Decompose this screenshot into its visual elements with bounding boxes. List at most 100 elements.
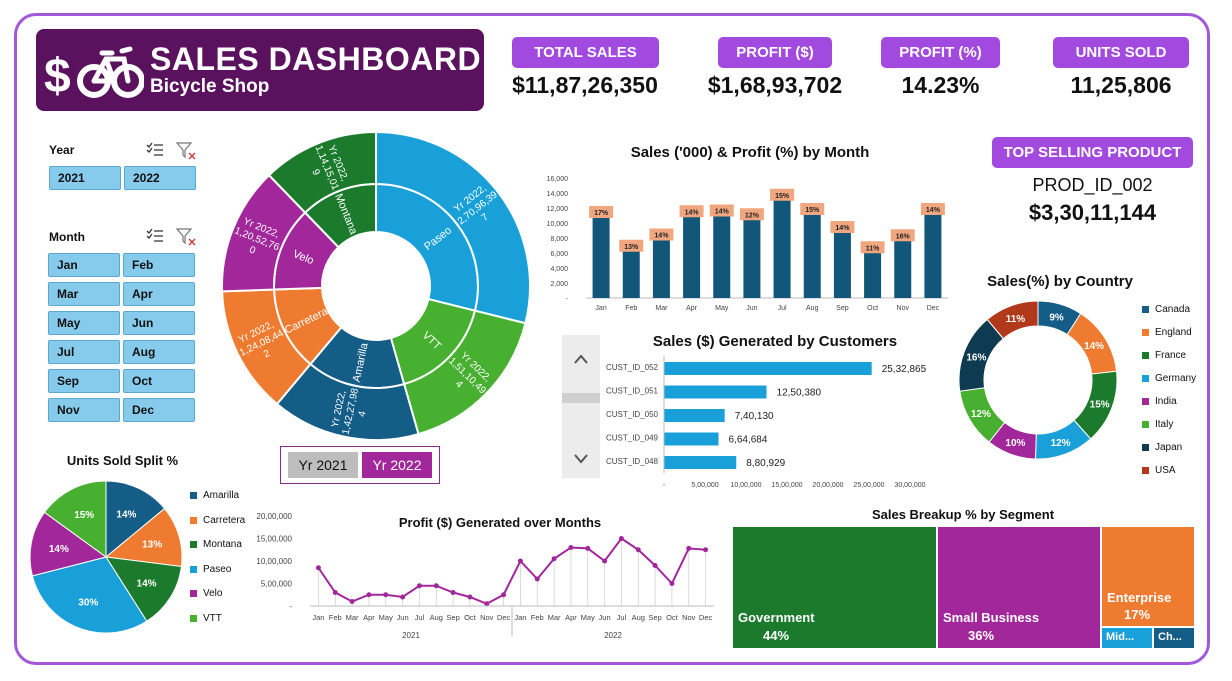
multi-select-icon[interactable] (146, 142, 164, 158)
customer-scrollbar[interactable] (562, 335, 600, 478)
slice-label: 15% (1090, 400, 1110, 411)
x-tick-label: Oct (666, 613, 679, 622)
multi-select-icon[interactable] (146, 228, 164, 244)
profit-point (551, 556, 557, 562)
slice-velo (29, 511, 108, 577)
month-button-mar[interactable]: Mar (48, 282, 120, 306)
x-tick-label: Nov (897, 305, 910, 312)
scroll-down-icon[interactable] (562, 443, 600, 473)
profit-label: 13% (624, 244, 639, 251)
clear-filter-icon[interactable] (176, 228, 196, 246)
top-product-value: $3,30,11,144 (1028, 200, 1157, 225)
kpi-units-label: UNITS SOLD (1053, 37, 1189, 68)
month-button-aug[interactable]: Aug (123, 340, 195, 364)
clear-filter-icon[interactable] (176, 142, 196, 160)
x-tick-label: 10,00,000 (730, 482, 761, 489)
x-tick-label: Apr (686, 305, 698, 312)
slice-label: 13% (142, 540, 162, 551)
legend-swatch (190, 565, 197, 573)
customer-value: 12,50,380 (777, 388, 822, 399)
x-tick-label: - (663, 482, 666, 489)
month-button-may[interactable]: May (48, 311, 120, 335)
treemap-tile-name: Government (738, 610, 815, 625)
profit-point (585, 545, 591, 551)
x-tick-label: May (581, 613, 595, 622)
profit-label: 16% (896, 233, 911, 240)
month-button-jun[interactable]: Jun (123, 311, 195, 335)
slice-vtt (43, 480, 107, 558)
x-tick-label: Dec (699, 613, 713, 622)
month-bar (894, 240, 912, 298)
legend-label: India (1155, 396, 1177, 407)
profit-point (534, 576, 540, 582)
month-button-apr[interactable]: Apr (123, 282, 195, 306)
treemap-tile-value: 36% (968, 628, 995, 643)
legend-item-vtt: VTT (190, 613, 222, 624)
x-tick-label: Jan (514, 613, 526, 622)
x-tick-label: Sep (836, 305, 849, 312)
legend-item-england: England (1142, 327, 1192, 338)
profit-point (686, 545, 692, 551)
x-tick-label: Dec (927, 305, 940, 312)
profit-line (317, 537, 706, 605)
segment-chart-title: Sales Breakup % by Segment (871, 507, 1055, 522)
month-button-sep[interactable]: Sep (48, 369, 120, 393)
sunburst-outer-label: 4 (453, 379, 465, 391)
profit-point (501, 592, 507, 598)
header-banner: $ SALES DASHBOARD Bicycle Shop (36, 29, 484, 111)
month-button-dec[interactable]: Dec (123, 398, 195, 422)
profit-label: 15% (805, 207, 820, 214)
x-tick-label: Mar (655, 305, 668, 312)
profit-label: 14% (654, 233, 669, 240)
profit-point (652, 563, 658, 568)
scroll-up-icon[interactable] (562, 343, 600, 373)
month-bar (683, 216, 701, 298)
month-button-feb[interactable]: Feb (123, 253, 195, 277)
x-tick-label: 25,00,000 (853, 482, 884, 489)
sunburst-outer-label: 0 (248, 244, 258, 256)
customers-sales-chart: CUST_ID_052 25,32,865 CUST_ID_051 12,50,380… (606, 356, 927, 489)
year-toggle (280, 446, 440, 484)
legend-swatch (190, 541, 197, 548)
slice-label: 14% (137, 579, 157, 590)
x-tick-label: Jul (617, 613, 627, 622)
month-button-oct[interactable]: Oct (123, 369, 195, 393)
year-2022-button[interactable]: 2022 (124, 166, 196, 190)
sunburst-outer-montana (267, 130, 377, 215)
year-2021-button[interactable]: 2021 (49, 166, 121, 190)
legend-label: France (1155, 350, 1187, 361)
profit-pill (649, 228, 674, 241)
treemap-tile-name: Mid... (1106, 631, 1135, 643)
month-button-jan[interactable]: Jan (48, 253, 120, 277)
kpi-total-sales-label: TOTAL SALES (512, 37, 659, 68)
units-sold-pie: 14% 13% 14% 30% 14% 15% (29, 480, 183, 634)
kpi-total-sales-value: $11,87,26,350 (512, 72, 658, 98)
scroll-thumb[interactable] (562, 393, 600, 403)
yr2022-toggle-button[interactable]: Yr 2022 (362, 452, 432, 478)
y-tick-label: 20,00,000 (256, 512, 292, 521)
slice-label: 30% (78, 598, 98, 609)
customer-label: CUST_ID_049 (606, 434, 659, 443)
treemap-tile-name: Small Business (943, 610, 1040, 625)
y-tick-label: 16,000 (547, 176, 569, 183)
year-slicer-title: Year (49, 143, 75, 157)
legend-item-france: France (1142, 350, 1186, 361)
x-tick-label: Apr (565, 613, 577, 622)
month-bar (773, 199, 791, 298)
y-tick-label: 6,000 (550, 251, 568, 258)
month-button-jul[interactable]: Jul (48, 340, 120, 364)
month-slicer-title: Month (49, 230, 85, 244)
month-bar (833, 232, 851, 298)
profit-pill (679, 205, 704, 218)
legend-item-germany: Germany (1142, 373, 1196, 384)
kpi-units-value: 11,25,806 (1070, 72, 1172, 98)
month-button-nov[interactable]: Nov (48, 398, 120, 422)
x-tick-label: Feb (329, 613, 342, 622)
legend-label: Japan (1155, 442, 1183, 453)
legend-swatch (1142, 352, 1149, 359)
yr2021-toggle-button[interactable]: Yr 2021 (288, 452, 358, 478)
legend-swatch (190, 516, 197, 524)
legend-item-canada: Canada (1142, 304, 1190, 315)
slice-montana (105, 556, 182, 622)
profit-point (517, 558, 523, 564)
